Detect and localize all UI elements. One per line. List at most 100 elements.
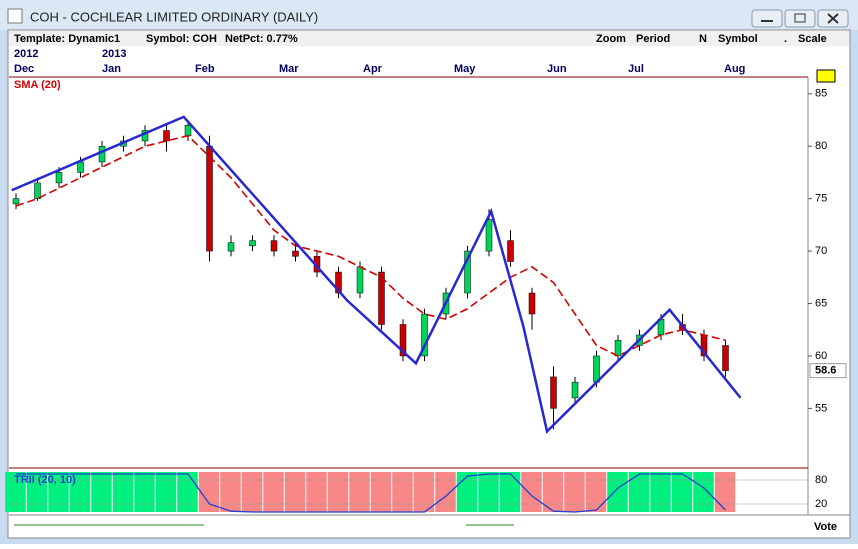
candle-body — [34, 182, 41, 199]
candle-body — [507, 240, 514, 262]
month-label: Aug — [724, 63, 745, 75]
indicator-band — [693, 472, 714, 512]
n-button[interactable]: N — [699, 33, 707, 45]
candle-body — [77, 161, 84, 173]
indicator-band — [435, 472, 456, 512]
indicator-band — [306, 472, 327, 512]
indicator-band — [112, 472, 134, 512]
indicator-band — [91, 472, 112, 512]
candle-body — [485, 219, 493, 252]
indicator-band — [220, 472, 241, 512]
indicator-band — [542, 472, 564, 512]
cursor-marker[interactable] — [816, 69, 836, 83]
candle-body — [614, 339, 622, 357]
candle-body — [399, 324, 407, 357]
volume-label: Vote — [814, 521, 837, 533]
indicator-legend: TRII (20, 10) — [14, 474, 76, 486]
year-label: 2013 — [102, 48, 126, 60]
indicator-band — [628, 472, 650, 512]
indicator-band — [413, 472, 435, 512]
netpct-label: NetPct: 0.77% — [225, 33, 298, 45]
indicator-band — [456, 472, 478, 512]
month-label: Jan — [102, 63, 121, 75]
indicator-band — [284, 472, 306, 512]
app-icon — [7, 8, 23, 24]
indicator-band — [26, 472, 48, 512]
y-tick-label: 75 — [815, 193, 827, 205]
period-menu[interactable]: Period — [636, 33, 670, 45]
candle-body — [98, 145, 106, 163]
candle-body — [335, 271, 342, 294]
trend-zigzag — [11, 115, 742, 434]
symbol-label: Symbol: COH — [146, 33, 217, 45]
indicator-band — [48, 472, 69, 512]
y-tick-label: 60 — [815, 350, 827, 362]
y-tick-label: 55 — [815, 402, 827, 414]
y-tick-label: 80 — [815, 140, 827, 152]
candle-body — [464, 250, 471, 294]
candle-body — [378, 271, 385, 325]
candle-body — [550, 376, 557, 409]
dot-button[interactable]: . — [784, 33, 787, 45]
month-label: Mar — [279, 63, 299, 75]
candle-body — [163, 130, 170, 142]
indicator-band — [392, 472, 413, 512]
candle-body — [12, 198, 20, 205]
indicator-band — [714, 472, 736, 512]
candle-body — [593, 355, 600, 383]
candle-body — [528, 292, 536, 315]
indicator-band — [671, 472, 693, 512]
zoom-button[interactable]: Zoom — [596, 33, 626, 45]
month-label: Jun — [547, 63, 567, 75]
candle-body — [55, 172, 63, 184]
title-bar — [0, 0, 858, 30]
indicator-band — [155, 472, 177, 512]
sma-legend: SMA (20) — [14, 79, 61, 91]
indicator-band — [650, 472, 671, 512]
candle-body — [571, 381, 579, 399]
month-label: May — [454, 63, 476, 75]
indicator-band — [349, 472, 370, 512]
candle-body — [270, 240, 278, 252]
minimize-button[interactable] — [751, 9, 783, 28]
indicator-band — [499, 472, 521, 512]
sma-line — [15, 134, 726, 357]
y-tick-label: 70 — [815, 245, 827, 257]
indicator-band — [5, 472, 26, 512]
indicator-band — [177, 472, 198, 512]
indicator-band — [585, 472, 607, 512]
window-title: COH - COCHLEAR LIMITED ORDINARY (DAILY) — [30, 9, 318, 24]
scale-menu[interactable]: Scale — [798, 33, 827, 45]
indicator-band — [241, 472, 263, 512]
template-menu[interactable]: Template: Dynamic1 — [14, 33, 120, 45]
indicator-line — [16, 473, 726, 513]
month-label: Feb — [195, 63, 215, 75]
last-price-box — [809, 363, 847, 379]
close-glyph — [827, 13, 839, 24]
candle-body — [227, 242, 235, 252]
indicator-band — [370, 472, 392, 512]
candle-body — [421, 313, 428, 357]
toolbar — [9, 31, 849, 46]
indicator-band — [69, 472, 91, 512]
candle-body — [722, 345, 729, 371]
symbol-menu[interactable]: Symbol — [718, 33, 758, 45]
indicator-band — [198, 472, 220, 512]
month-label: Jul — [628, 63, 644, 75]
maximize-button[interactable] — [784, 9, 816, 28]
candle-body — [184, 124, 192, 136]
indicator-band — [263, 472, 284, 512]
chart-panel — [7, 29, 851, 539]
maximize-glyph — [794, 13, 806, 23]
indicator-band — [134, 472, 155, 512]
y-tick-label: 85 — [815, 88, 827, 100]
candle-body — [249, 240, 256, 247]
candle-body — [292, 250, 299, 257]
last-price-label: 58.6 — [815, 365, 836, 377]
y-tick-label: 65 — [815, 297, 827, 309]
y-tick-label: 20 — [815, 498, 827, 510]
indicator-band — [564, 472, 585, 512]
month-label: Apr — [363, 63, 383, 75]
candle-body — [206, 145, 213, 252]
y-tick-label: 80 — [815, 474, 827, 486]
